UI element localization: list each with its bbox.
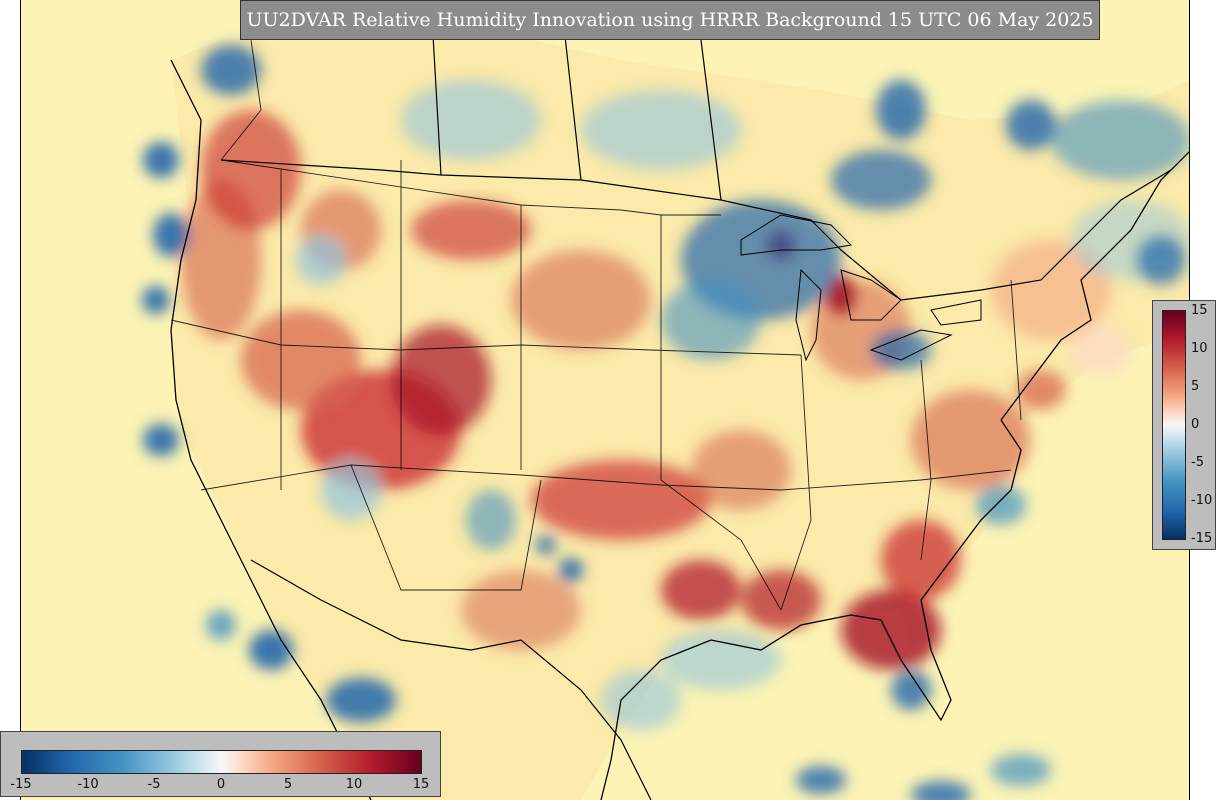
map-frame — [20, 0, 1190, 800]
colorbar-vertical-tick-0: 0 — [1191, 417, 1200, 432]
colorbar-vertical-tick-neg15: -15 — [1191, 531, 1213, 546]
colorbar-horizontal-tick-neg10: -10 — [77, 777, 99, 792]
colorbar-horizontal: -15 -10 -5 0 5 10 15 — [0, 731, 441, 797]
colorbar-vertical-tick-neg5: -5 — [1191, 455, 1204, 470]
colorbar-horizontal-gradient — [21, 750, 422, 774]
map-title: UU2DVAR Relative Humidity Innovation usi… — [240, 0, 1100, 40]
colorbar-vertical-gradient — [1162, 310, 1186, 540]
great-lakes — [740, 214, 982, 362]
humidity-innovation-map — [21, 0, 1189, 800]
colorbar-horizontal-tick-0: 0 — [216, 777, 226, 792]
colorbar-vertical-tick-5: 5 — [1191, 379, 1200, 394]
innovation-field — [142, 45, 1189, 800]
coastlines — [170, 59, 1189, 800]
colorbar-vertical-tick-neg10: -10 — [1191, 493, 1213, 508]
colorbar-vertical-tick-10: 10 — [1191, 341, 1208, 356]
colorbar-vertical-tick-15: 15 — [1191, 303, 1208, 318]
colorbar-vertical: 15 10 5 0 -5 -10 -15 — [1152, 300, 1216, 550]
colorbar-horizontal-tick-15: 15 — [412, 777, 430, 792]
colorbar-horizontal-tick-neg5: -5 — [147, 777, 161, 792]
colorbar-horizontal-tick-neg15: -15 — [10, 777, 32, 792]
state-boundaries — [170, 39, 1022, 611]
colorbar-horizontal-tick-10: 10 — [345, 777, 363, 792]
colorbar-horizontal-tick-5: 5 — [283, 777, 293, 792]
